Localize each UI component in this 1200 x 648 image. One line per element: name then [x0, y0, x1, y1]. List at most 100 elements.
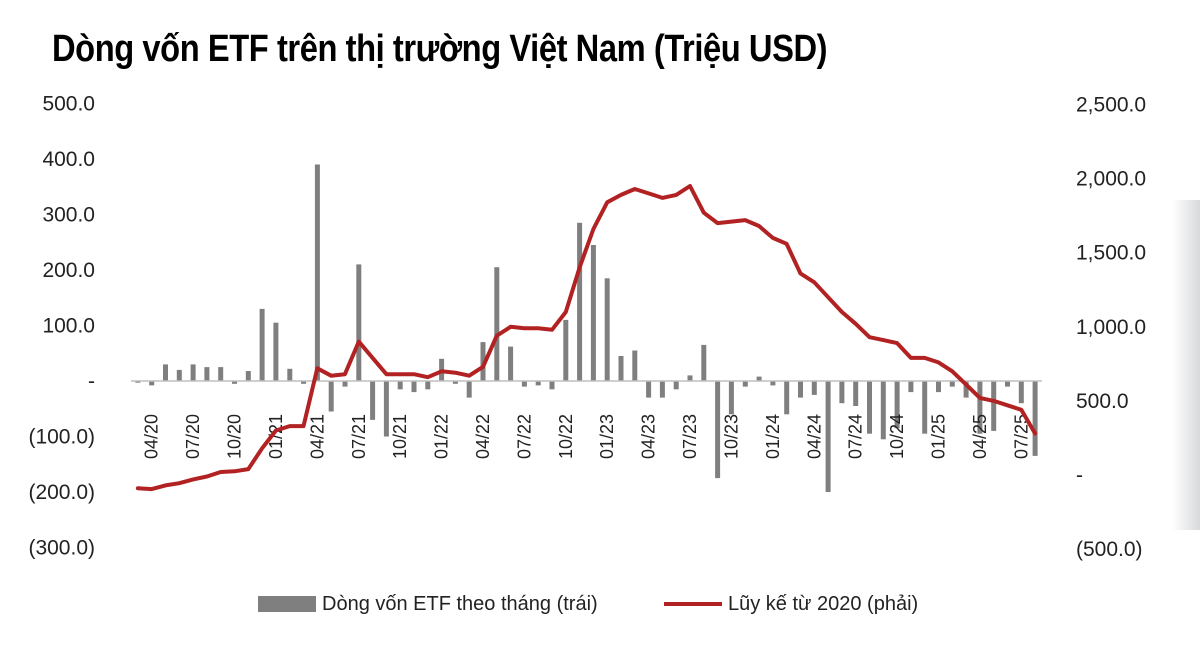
bar-11/24: [908, 381, 914, 393]
bar-07/25: [1018, 381, 1024, 404]
bar-08/25: [1032, 381, 1038, 456]
left-tick-label: 100.0: [42, 315, 95, 338]
right-tick-label: (500.0): [1076, 538, 1143, 561]
bar-03/25: [963, 381, 969, 398]
bar-07/21: [356, 264, 362, 381]
chart-title: Dòng vốn ETF trên thị trường Việt Nam (T…: [52, 28, 828, 70]
left-tick-label: -: [88, 370, 95, 393]
bar-08/21: [370, 381, 376, 420]
left-axis-ticks: 500.0 400.0 300.0 200.0 100.0 - (100.0) (200.0)…: [28, 93, 95, 560]
left-tick-label: (300.0): [28, 537, 95, 560]
bar-07/20: [190, 364, 196, 381]
bar-08/22: [535, 381, 541, 386]
bar-02/25: [949, 381, 955, 387]
x-tick-label: 10/24: [887, 414, 907, 459]
bar-06/21: [342, 381, 348, 387]
x-tick-label: 07/23: [680, 414, 700, 459]
bar-04/24: [811, 381, 817, 395]
bar-03/24: [798, 381, 803, 398]
bar-08/24: [867, 381, 872, 434]
bar-07/22: [521, 381, 527, 387]
bar-08/23: [701, 344, 707, 381]
x-tick-label: 01/21: [266, 414, 286, 459]
bar-05/22: [494, 267, 500, 381]
bar-09/20: [218, 367, 224, 381]
bar-03/23: [632, 350, 638, 381]
x-tick-label: 07/21: [349, 414, 369, 459]
bar-11/23: [742, 381, 748, 387]
bar-07/24: [853, 381, 859, 406]
right-tick-label: 1,500.0: [1076, 242, 1146, 265]
x-tick-label: 04/21: [307, 414, 327, 459]
left-tick-label: 200.0: [42, 259, 95, 282]
bar-02/24: [784, 381, 790, 415]
bar-09/24: [880, 381, 886, 440]
bar-11/22: [577, 222, 583, 381]
bar-10/21: [397, 381, 403, 390]
x-tick-label: 10/21: [390, 414, 410, 459]
right-axis-ticks: 2,500.0 2,000.0 1,500.0 1,000.0 500.0 - (500.0…: [1076, 94, 1146, 562]
bar-04/21: [314, 164, 320, 381]
x-tick-label: 01/24: [763, 414, 783, 459]
bar-02/23: [618, 356, 624, 381]
bar-06/25: [1005, 381, 1010, 387]
legend-line-swatch: [664, 602, 722, 606]
edge-shadow: [1172, 200, 1200, 530]
right-tick-label: 2,000.0: [1076, 168, 1146, 191]
x-tick-label: 07/20: [183, 414, 203, 459]
right-tick-label: 2,500.0: [1076, 94, 1146, 117]
bar-02/22: [452, 381, 458, 384]
legend-item-line: Lũy kế từ 2020 (phải): [664, 588, 918, 620]
bar-01/25: [936, 381, 941, 393]
legend-bar-swatch: [258, 596, 316, 612]
bar-01/24: [770, 381, 776, 386]
x-tick-label: 07/25: [1011, 414, 1031, 459]
x-tick-label: 04/25: [970, 414, 990, 459]
bar-11/21: [411, 381, 417, 393]
bar-06/22: [508, 346, 514, 381]
bar-12/20: [259, 308, 265, 381]
bar-12/23: [756, 376, 762, 381]
bar-04/22: [480, 342, 486, 381]
right-tick-label: -: [1076, 464, 1083, 487]
bar-01/21: [273, 322, 279, 381]
x-tick-label: 04/22: [473, 414, 493, 459]
bar-03/20: [135, 381, 141, 383]
bar-09/21: [383, 381, 389, 437]
bar-06/23: [673, 381, 679, 390]
bar-02/21: [287, 368, 293, 381]
bar-series: [135, 164, 1038, 492]
bar-05/21: [328, 381, 334, 412]
bar-03/21: [301, 381, 307, 384]
bar-10/23: [728, 381, 734, 415]
x-tick-label: 04/23: [639, 414, 659, 459]
x-tick-label: 01/23: [597, 414, 617, 459]
x-tick-label: 01/22: [432, 414, 452, 459]
left-tick-label: 300.0: [42, 204, 95, 227]
left-tick-label: 400.0: [42, 148, 95, 171]
bar-05/25: [991, 381, 997, 431]
bar-12/21: [425, 381, 431, 390]
x-tick-label: 04/24: [804, 414, 824, 459]
x-tick-label: 10/23: [721, 414, 741, 459]
bar-04/25: [977, 381, 983, 434]
bar-04/23: [646, 381, 652, 398]
legend-bar-label: Dòng vốn ETF theo tháng (trái): [322, 592, 598, 615]
legend-item-bar: Dòng vốn ETF theo tháng (trái): [258, 588, 598, 620]
bar-01/23: [604, 278, 610, 381]
cumulative-line: [135, 184, 1038, 492]
bar-03/22: [466, 381, 472, 398]
bar-05/23: [659, 381, 665, 398]
bar-06/20: [176, 369, 182, 381]
bar-05/20: [163, 364, 168, 381]
bar-07/23: [687, 375, 693, 381]
right-tick-label: 500.0: [1076, 390, 1129, 413]
x-tick-label: 10/20: [225, 414, 245, 459]
x-axis-ticks: 04/20 07/20 10/20 01/21 04/21 07/21 10/21 01/22…: [142, 414, 1032, 459]
x-tick-label: 01/25: [928, 414, 948, 459]
left-tick-label: (200.0): [28, 481, 95, 504]
bar-08/20: [204, 367, 210, 381]
legend-line-label: Lũy kế từ 2020 (phải): [728, 592, 919, 615]
bar-10/20: [232, 381, 237, 384]
